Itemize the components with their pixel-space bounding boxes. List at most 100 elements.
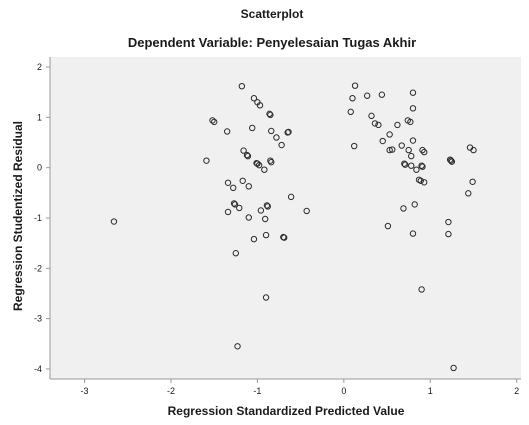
data-point (450, 364, 457, 372)
data-point (417, 177, 424, 184)
data-point (230, 184, 237, 192)
y-tick-label: -3 (34, 314, 42, 324)
data-point (254, 160, 261, 167)
data-point (250, 235, 258, 243)
data-point (470, 146, 477, 154)
data-point (419, 163, 426, 170)
data-point (245, 214, 252, 221)
data-point (234, 343, 241, 350)
data-point (446, 156, 454, 163)
data-point (231, 201, 239, 208)
y-axis-title: Regression Studentized Residual (11, 121, 25, 311)
data-point (378, 91, 386, 98)
data-point (389, 146, 396, 153)
data-point (261, 215, 269, 223)
data-point (303, 207, 310, 215)
data-point (243, 151, 251, 159)
data-point (236, 204, 243, 212)
data-point (351, 142, 358, 150)
data-point (266, 110, 273, 118)
data-point (239, 177, 246, 184)
data-point (211, 118, 218, 126)
data-point (268, 127, 275, 135)
data-point (209, 117, 216, 124)
data-point (409, 137, 417, 144)
data-point (255, 161, 263, 169)
data-point (469, 178, 476, 185)
data-point (262, 294, 270, 301)
data-point (263, 202, 271, 209)
data-point (268, 158, 275, 166)
x-tick-label: 2 (514, 386, 519, 396)
data-point (418, 162, 425, 169)
data-point (418, 286, 425, 293)
data-point (110, 218, 118, 225)
data-point (244, 152, 252, 160)
data-point (223, 128, 231, 135)
chart-subtitle: Dependent Variable: Penyelesaian Tugas A… (128, 35, 416, 50)
x-axis-ticks: -3 -2 -1 0 1 2 (81, 379, 519, 396)
data-point (285, 128, 292, 136)
data-point (421, 148, 428, 156)
data-point (401, 160, 408, 167)
y-tick-label: -2 (34, 263, 42, 273)
y-tick-label: 2 (37, 62, 42, 72)
data-point (238, 82, 246, 90)
data-point (386, 146, 393, 154)
data-point (250, 95, 258, 102)
x-tick-label: -2 (167, 386, 175, 396)
data-point (287, 193, 295, 201)
data-point (411, 201, 418, 208)
y-tick-label: -1 (34, 213, 42, 223)
data-point (408, 162, 415, 169)
data-point (398, 142, 405, 149)
plot-area (50, 57, 521, 379)
data-point (281, 234, 288, 241)
data-point (394, 121, 401, 129)
y-axis-ticks: 2 1 0 -1 -2 -3 -4 (34, 62, 50, 374)
data-point (347, 108, 354, 116)
data-point (256, 102, 264, 109)
data-point (261, 166, 268, 173)
data-point (203, 157, 210, 164)
data-point (379, 137, 386, 145)
data-point (421, 179, 428, 186)
data-point (413, 166, 420, 173)
data-point (224, 208, 232, 216)
data-point (400, 205, 407, 212)
data-point (267, 111, 274, 119)
data-point (409, 89, 417, 96)
data-point (408, 152, 415, 160)
data-point (262, 231, 270, 239)
y-tick-label: -4 (34, 364, 42, 374)
data-point (264, 203, 271, 210)
data-point (445, 230, 452, 238)
data-point (407, 118, 414, 126)
data-point (232, 250, 240, 257)
data-point (249, 124, 256, 132)
data-point (384, 222, 392, 230)
data-point (224, 179, 232, 186)
data-points (110, 82, 477, 372)
data-point (351, 82, 359, 89)
y-tick-label: 1 (37, 112, 42, 122)
data-point (465, 190, 472, 197)
data-point (409, 105, 417, 112)
data-point (240, 147, 247, 154)
data-point (278, 141, 285, 149)
data-point (375, 121, 382, 129)
chart-title: Scatterplot (241, 7, 304, 21)
data-point (371, 120, 379, 127)
data-point (386, 131, 393, 138)
data-point (445, 218, 452, 226)
x-tick-label: 0 (341, 386, 346, 396)
data-point (401, 161, 409, 168)
data-point (448, 158, 456, 165)
data-point (245, 183, 252, 190)
data-point (405, 146, 412, 154)
data-point (363, 92, 371, 99)
data-point (230, 200, 238, 207)
x-tick-label: 1 (428, 386, 433, 396)
data-point (368, 112, 375, 120)
